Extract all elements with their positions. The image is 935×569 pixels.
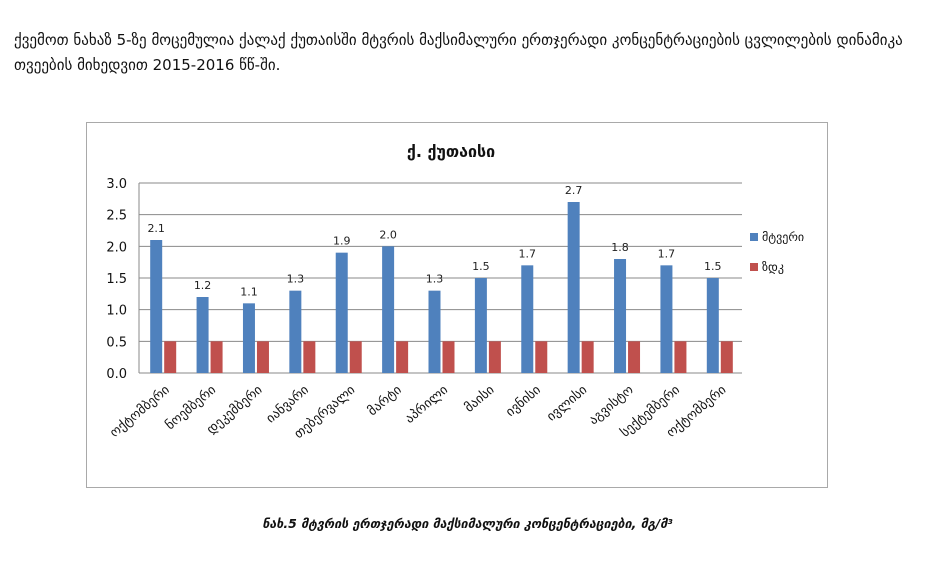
x-tick-label: მაისი <box>462 382 498 415</box>
bar-dust <box>660 265 673 373</box>
bars <box>150 202 733 373</box>
bar-dust <box>428 290 441 373</box>
y-tick-label: 1.0 <box>106 304 127 319</box>
bar-limit <box>628 341 641 373</box>
bar-limit <box>581 341 594 373</box>
bar-limit <box>396 341 409 373</box>
bar-dust <box>150 240 163 373</box>
y-tick-label: 1.5 <box>106 272 127 287</box>
x-tick-label: აპრილი <box>402 382 451 426</box>
bar-limit <box>720 341 733 373</box>
chart-container: ქ. ქუთაისი 0.0 0.5 1.0 1.5 2.0 2.5 3.0 2.1 1.2 1… <box>86 122 828 488</box>
bar-dust <box>474 278 487 373</box>
x-tick-label: ოქტომბერი <box>107 382 173 440</box>
figure-caption: ნახ.5 მტვრის ერთჯერადი მაქსიმალური კონცე… <box>262 516 673 531</box>
legend-swatch <box>750 233 758 241</box>
data-labels: 2.1 1.2 1.1 1.3 1.9 2.0 1.3 1.5 1.7 2.7 1.8 1.7 1.5 <box>147 184 721 298</box>
y-tick-label: 2.0 <box>106 240 127 255</box>
bar-dust <box>614 259 627 373</box>
bar-dust <box>196 297 209 373</box>
chart-title: ქ. ქუთაისი <box>407 142 495 161</box>
y-tick-label: 0.5 <box>106 335 127 350</box>
bar-limit <box>488 341 501 373</box>
data-label: 2.7 <box>565 184 583 197</box>
bar-dust <box>567 202 580 373</box>
bar-limit <box>349 341 362 373</box>
data-label: 1.3 <box>287 273 305 286</box>
data-label: 2.0 <box>379 228 397 241</box>
legend-label: მტვერი <box>762 230 804 244</box>
y-tick-label: 0.0 <box>106 367 127 382</box>
data-label: 1.9 <box>333 235 351 248</box>
x-tick-label: ივლისი <box>544 382 590 424</box>
x-tick-label: ივნისი <box>503 382 544 420</box>
bar-limit <box>442 341 455 373</box>
bar-dust <box>521 265 534 373</box>
data-label: 2.1 <box>147 222 165 235</box>
bar-dust <box>335 252 348 373</box>
data-label: 1.1 <box>240 285 258 298</box>
bar-limit <box>210 341 223 373</box>
bar-dust <box>382 246 395 373</box>
y-tick-label: 2.5 <box>106 209 127 224</box>
legend-swatch <box>750 263 758 271</box>
bar-dust <box>242 303 255 373</box>
data-label: 1.5 <box>704 260 722 273</box>
data-label: 1.3 <box>426 273 444 286</box>
bar-dust <box>289 290 302 373</box>
x-tick-label: მარტი <box>365 382 405 419</box>
y-axis-ticks: 0.0 0.5 1.0 1.5 2.0 2.5 3.0 <box>106 177 127 382</box>
data-label: 1.5 <box>472 260 490 273</box>
data-label: 1.2 <box>194 279 212 292</box>
x-axis-ticks: ოქტომბერინოემბერიდეკემბერიიანვარითებერვა… <box>107 382 729 442</box>
data-label: 1.8 <box>611 241 629 254</box>
bar-limit <box>535 341 548 373</box>
bar-limit <box>674 341 687 373</box>
legend: მტვერი ზდკ <box>750 230 804 274</box>
bar-limit <box>256 341 269 373</box>
data-label: 1.7 <box>658 247 676 260</box>
legend-label: ზდკ <box>762 260 784 274</box>
bar-limit <box>303 341 316 373</box>
bar-limit <box>164 341 177 373</box>
intro-paragraph: ქვემოთ ნახაზ 5-ზე მოცემულია ქალაქ ქუთაის… <box>14 31 903 74</box>
data-label: 1.7 <box>519 247 537 260</box>
bar-chart: ქ. ქუთაისი 0.0 0.5 1.0 1.5 2.0 2.5 3.0 2.1 1.2 1… <box>106 142 804 442</box>
bar-dust <box>706 278 719 373</box>
y-tick-label: 3.0 <box>106 177 127 192</box>
